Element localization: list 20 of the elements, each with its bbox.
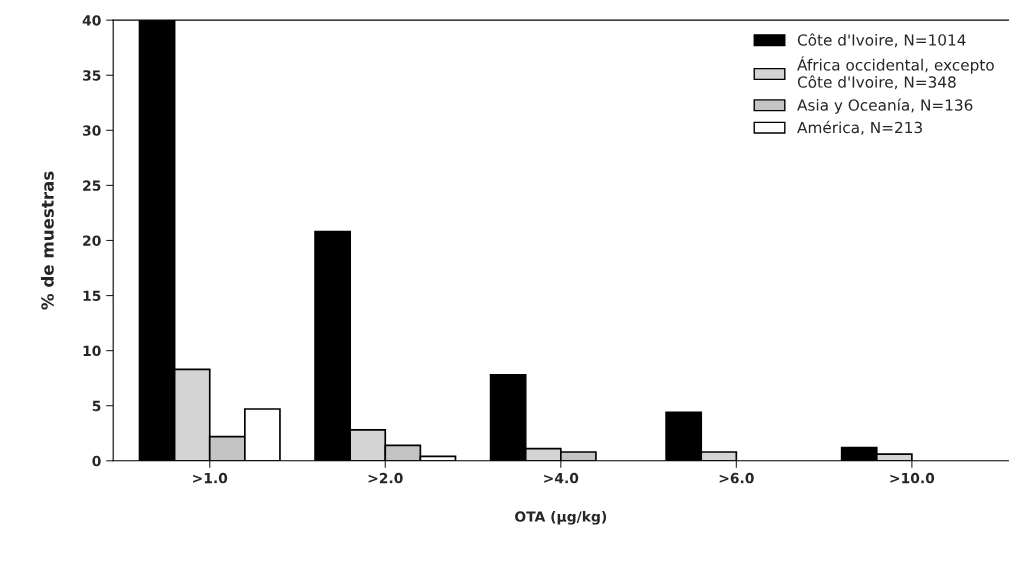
x-tick-label: >4.0 (544, 472, 579, 484)
y-tick-label: 35 (82, 70, 101, 81)
y-tick-label: 20 (83, 235, 101, 246)
x-tick-label: >1.0 (193, 472, 228, 484)
y-tick-label: 10 (83, 345, 101, 357)
y-tick-label: 40 (82, 15, 101, 26)
x-tick-label: >2.0 (368, 472, 403, 484)
x-axis-title: OTA (µg/kg) (515, 511, 607, 525)
y-tick-label: 5 (92, 400, 101, 412)
y-tick-label: 0 (92, 455, 101, 467)
y-axis-title: % de muestras (40, 171, 54, 310)
y-tick-label: 30 (82, 125, 101, 136)
legend-label: Côte d'Ivoire, N=1014 (797, 33, 966, 48)
legend-label: Asia y Oceanía, N=136 (797, 98, 973, 114)
y-tick-label: 25 (83, 180, 101, 191)
legend-label: África occidental, excepto Côte d'Ivoire, N=348 (797, 56, 994, 90)
y-tick-label: 15 (83, 290, 101, 302)
legend-label: América, N=213 (797, 120, 922, 135)
x-tick-label: >6.0 (719, 472, 754, 484)
x-tick-label: >10.0 (890, 472, 935, 484)
